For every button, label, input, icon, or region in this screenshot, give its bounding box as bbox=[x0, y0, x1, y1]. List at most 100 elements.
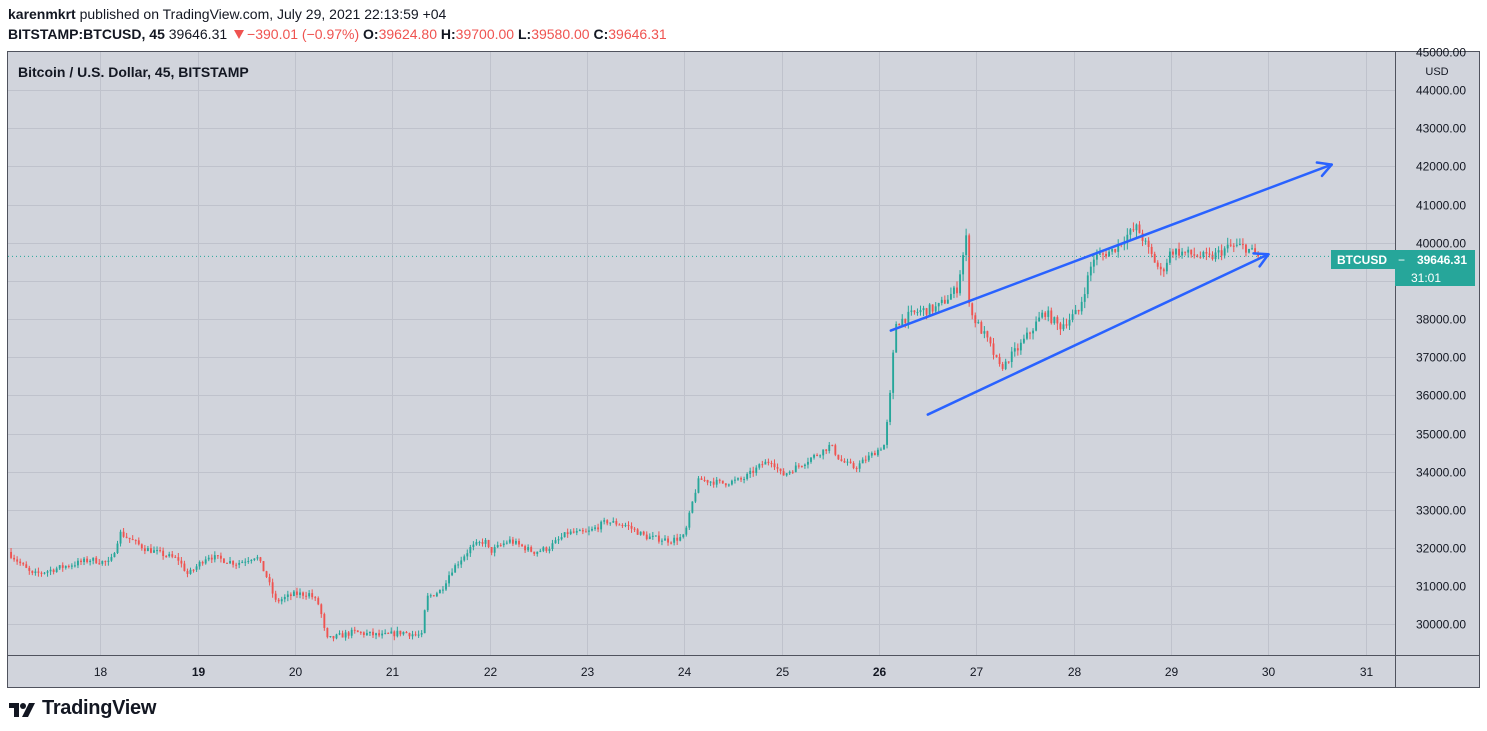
candle-body bbox=[813, 454, 815, 458]
candle-body bbox=[302, 592, 304, 596]
candle-body bbox=[810, 457, 812, 462]
y-tick-label: 36000.00 bbox=[1416, 389, 1466, 403]
candle-body bbox=[77, 560, 79, 566]
candle-body bbox=[521, 544, 523, 547]
down-arrow-icon bbox=[234, 29, 245, 39]
trendline-lower[interactable] bbox=[926, 253, 1270, 416]
candle-body bbox=[1053, 317, 1056, 324]
candle-body bbox=[469, 547, 472, 554]
candle-body bbox=[13, 557, 16, 560]
candle-body bbox=[134, 540, 137, 542]
candle-body bbox=[618, 524, 621, 526]
candle-body bbox=[1050, 310, 1053, 324]
candle-body bbox=[886, 421, 888, 445]
candle-body bbox=[1181, 251, 1184, 256]
candle-body bbox=[159, 550, 162, 552]
candle-body bbox=[442, 589, 444, 591]
candle-body bbox=[524, 546, 527, 551]
candle-body bbox=[131, 539, 134, 541]
candle-body bbox=[624, 525, 627, 527]
candle-body bbox=[393, 631, 396, 637]
candle-body bbox=[758, 464, 761, 468]
candle-body bbox=[597, 527, 600, 530]
candle-body bbox=[657, 535, 660, 542]
candle-body bbox=[846, 461, 849, 463]
candle-body bbox=[943, 299, 946, 304]
y-tick-label: 38000.00 bbox=[1416, 313, 1466, 327]
candle-body bbox=[280, 599, 283, 602]
candle-body bbox=[46, 571, 49, 573]
candle-body bbox=[600, 521, 603, 530]
candle-body bbox=[849, 461, 852, 464]
trendline-lower-arrowhead-icon bbox=[1252, 252, 1270, 268]
chart-frame bbox=[7, 51, 1480, 688]
candle-body bbox=[64, 566, 67, 568]
candle-body bbox=[1016, 348, 1019, 351]
candle-body bbox=[1099, 253, 1101, 255]
author-name[interactable]: karenmkrt bbox=[8, 6, 76, 22]
candle-body bbox=[694, 492, 697, 502]
candle-body bbox=[977, 322, 980, 324]
candle-body bbox=[639, 531, 642, 535]
candle-body bbox=[831, 444, 834, 446]
candle-body bbox=[1013, 348, 1016, 352]
candle-body bbox=[1190, 249, 1193, 255]
candle-body bbox=[326, 627, 329, 638]
candle-body bbox=[113, 553, 116, 558]
candle-body bbox=[749, 470, 752, 474]
candle-body bbox=[837, 454, 840, 460]
candle-body bbox=[919, 310, 922, 313]
candle-body bbox=[165, 556, 168, 558]
candle-body bbox=[289, 594, 292, 596]
candle-body bbox=[463, 556, 466, 561]
candle-body bbox=[712, 481, 715, 485]
candle-body bbox=[974, 315, 977, 324]
candle-body bbox=[268, 577, 271, 583]
y-tick-label: 45000.00 bbox=[1416, 46, 1466, 60]
low-value: 39580.00 bbox=[531, 26, 590, 42]
candle-body bbox=[92, 557, 95, 561]
candle-body bbox=[1129, 229, 1132, 235]
candle-body bbox=[332, 636, 335, 639]
symbol-label: BITSTAMP:BTCUSD, 45 bbox=[8, 26, 165, 42]
candle-body bbox=[1095, 254, 1098, 260]
candle-body bbox=[183, 563, 186, 571]
candle-body bbox=[572, 531, 575, 533]
trend-channel[interactable] bbox=[889, 161, 1333, 416]
trendline-upper[interactable] bbox=[889, 163, 1333, 332]
y-tick-label: 37000.00 bbox=[1416, 351, 1466, 365]
price-change: −390.01 (−0.97%) bbox=[247, 26, 360, 42]
candle-body bbox=[697, 478, 700, 493]
candle-body bbox=[910, 310, 913, 312]
candle-body bbox=[940, 299, 943, 304]
candle-body bbox=[1007, 361, 1010, 363]
candle-body bbox=[210, 557, 213, 560]
candle-body bbox=[825, 449, 828, 451]
candle-body bbox=[448, 575, 450, 584]
time-axis[interactable]: 18 19 20 21 22 23 24 25 26 27 28 29 30 31 bbox=[94, 665, 1374, 679]
candle-body bbox=[730, 480, 733, 485]
candle-body bbox=[454, 565, 457, 573]
candle-body bbox=[34, 571, 37, 573]
candle-body bbox=[1217, 250, 1220, 253]
candle-body bbox=[539, 550, 542, 552]
candle-body bbox=[916, 312, 919, 314]
candle-body bbox=[892, 352, 895, 393]
candle-body bbox=[219, 555, 222, 559]
candle-body bbox=[727, 484, 730, 486]
candle-body bbox=[740, 478, 742, 480]
low-label: L: bbox=[517, 26, 532, 42]
candle-body bbox=[1196, 255, 1199, 257]
candle-body bbox=[621, 525, 624, 527]
tradingview-footer[interactable]: TradingView bbox=[8, 697, 156, 720]
candle-body bbox=[840, 459, 843, 461]
candle-body bbox=[995, 354, 998, 358]
candle-body bbox=[968, 235, 971, 304]
candle-body bbox=[1105, 253, 1107, 257]
candle-body bbox=[679, 537, 682, 541]
candle-body bbox=[664, 538, 666, 541]
candle-body bbox=[73, 565, 76, 567]
candle-body bbox=[378, 633, 381, 636]
candle-body bbox=[575, 530, 578, 533]
